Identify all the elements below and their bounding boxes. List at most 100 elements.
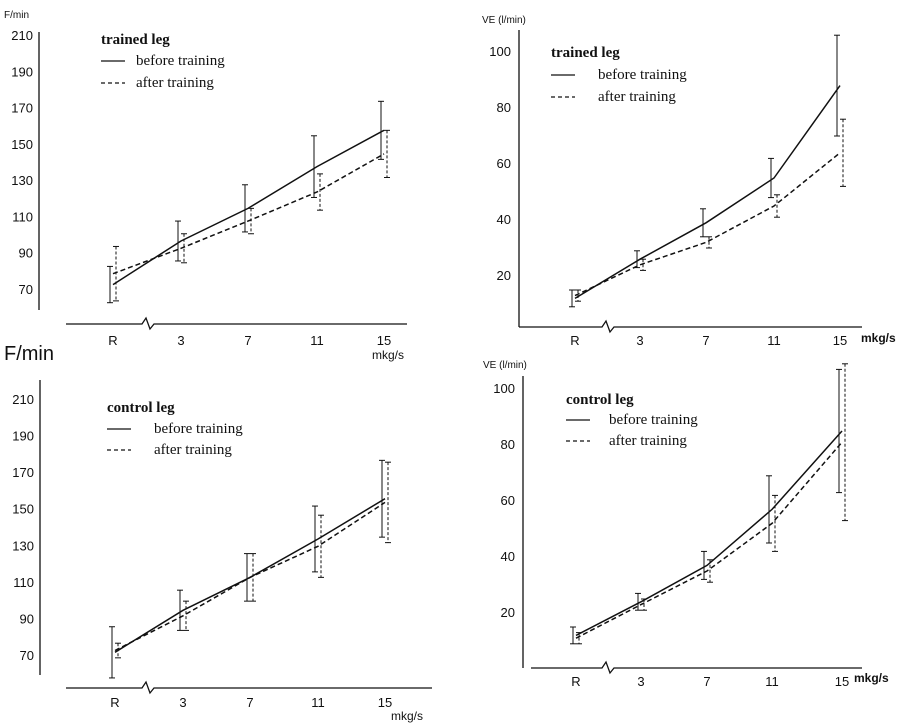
series-before-training xyxy=(574,85,841,300)
x-tick-label: 11 xyxy=(767,333,781,348)
legend-title: trained leg xyxy=(101,32,170,48)
y-tick-label: 100 xyxy=(489,44,511,59)
error-bar xyxy=(766,475,772,544)
x-tick-label: 7 xyxy=(702,333,709,348)
error-bar xyxy=(175,220,181,262)
y-tick-label: 70 xyxy=(20,648,34,663)
error-bar xyxy=(640,258,646,271)
y-axis-label: VE (l/min) xyxy=(483,360,527,371)
legend-title: control leg xyxy=(566,392,634,408)
y-tick-label: 170 xyxy=(12,465,34,480)
y-tick-label: 60 xyxy=(501,493,515,508)
error-bar xyxy=(384,129,390,179)
y-tick-label: 20 xyxy=(497,268,511,283)
x-tick-label: 3 xyxy=(177,333,184,348)
y-tick-label: 110 xyxy=(12,209,33,224)
y-tick-label: 150 xyxy=(11,137,33,152)
series-after-training xyxy=(575,441,843,639)
x-tick-label: 15 xyxy=(377,333,391,348)
legend: trained leg before training after traini… xyxy=(101,32,225,91)
error-bar xyxy=(635,592,641,611)
y-tick-label: 40 xyxy=(497,212,511,227)
x-tick-label: R xyxy=(571,674,580,689)
x-tick-label: 3 xyxy=(637,674,644,689)
panel-control-leg-ventilation: VE (l/min) 20 40 60 80 100 R 3 7 11 15 mkg/s con… xyxy=(483,360,889,689)
y-tick-label: 80 xyxy=(497,100,511,115)
error-bar xyxy=(317,173,323,211)
x-tick-label: 3 xyxy=(179,695,186,710)
error-bar xyxy=(576,632,582,645)
error-bar xyxy=(183,600,189,631)
y-tick-label: 130 xyxy=(11,173,33,188)
legend-label-after: after training xyxy=(609,433,687,449)
x-axis-line xyxy=(531,660,862,675)
y-tick-label: 80 xyxy=(501,437,515,452)
y-tick-label: 20 xyxy=(501,605,515,620)
error-bar xyxy=(706,236,712,249)
error-bar xyxy=(641,598,647,611)
series-before-training xyxy=(575,430,843,637)
error-bar xyxy=(840,118,846,187)
legend-label-after: after training xyxy=(154,442,232,458)
series-after-training xyxy=(114,501,386,652)
error-bar xyxy=(107,265,113,304)
error-bar xyxy=(109,626,115,679)
error-bar xyxy=(772,494,778,552)
error-bar xyxy=(181,233,187,264)
y-tick-label: 70 xyxy=(19,282,33,297)
x-tick-label: R xyxy=(570,333,579,348)
legend: trained leg before training after traini… xyxy=(551,45,687,105)
error-bar xyxy=(318,514,324,578)
error-bar xyxy=(244,553,250,602)
x-tick-label: 11 xyxy=(311,695,325,710)
panel-trained-leg-ventilation: VE (l/min) 20 40 60 80 100 R 3 7 11 15 mkg/s tra… xyxy=(482,15,896,348)
y-tick-label: 210 xyxy=(12,392,34,407)
y-tick-label: 210 xyxy=(11,28,33,43)
error-bar xyxy=(701,550,707,580)
x-tick-label: R xyxy=(110,695,119,710)
y-tick-label: 130 xyxy=(12,538,34,553)
error-bar xyxy=(312,505,318,573)
error-bar xyxy=(378,100,384,160)
error-bar xyxy=(774,194,780,218)
legend: control leg before training after traini… xyxy=(107,400,243,458)
x-tick-label: 7 xyxy=(703,674,710,689)
legend: control leg before training after traini… xyxy=(566,392,698,449)
x-tick-label: 11 xyxy=(310,333,324,348)
x-tick-label: 15 xyxy=(833,333,847,348)
error-bar xyxy=(385,461,391,544)
error-bar xyxy=(242,184,248,233)
error-bar xyxy=(113,245,119,302)
x-axis-line xyxy=(66,680,432,695)
y-tick-label: 100 xyxy=(493,381,515,396)
x-tick-label: 7 xyxy=(244,333,251,348)
legend-label-after: after training xyxy=(136,75,214,91)
y-axis-label: F/min xyxy=(4,10,29,21)
x-axis-unit: mkg/s xyxy=(391,709,423,723)
x-axis-unit: mkg/s xyxy=(861,331,896,345)
x-axis-unit: mkg/s xyxy=(372,348,404,362)
x-tick-label: 15 xyxy=(835,674,849,689)
error-bar xyxy=(115,642,121,659)
y-tick-label: 90 xyxy=(19,246,33,261)
error-bar xyxy=(707,559,713,583)
y-tick-label: 60 xyxy=(497,156,511,171)
y-tick-label: 190 xyxy=(11,64,33,79)
error-bar xyxy=(834,34,840,137)
error-bar xyxy=(768,157,774,199)
series-after-training xyxy=(112,153,385,275)
series-before-training xyxy=(112,129,385,286)
x-tick-label: 3 xyxy=(636,333,643,348)
error-bar xyxy=(250,553,256,602)
y-tick-label: 40 xyxy=(501,549,515,564)
x-tick-label: R xyxy=(108,333,117,348)
series-before-training xyxy=(114,498,386,653)
legend-label-before: before training xyxy=(598,67,687,83)
legend-label-before: before training xyxy=(136,53,225,69)
error-bar xyxy=(570,626,576,645)
y-tick-label: 170 xyxy=(11,101,33,116)
y-tick-label: 150 xyxy=(12,502,34,517)
legend-label-before: before training xyxy=(154,421,243,437)
panel-trained-leg-heart-rate: F/min 70 90 110 130 150 170 190 210 R 3 7 11 15 mkg… xyxy=(4,10,407,362)
